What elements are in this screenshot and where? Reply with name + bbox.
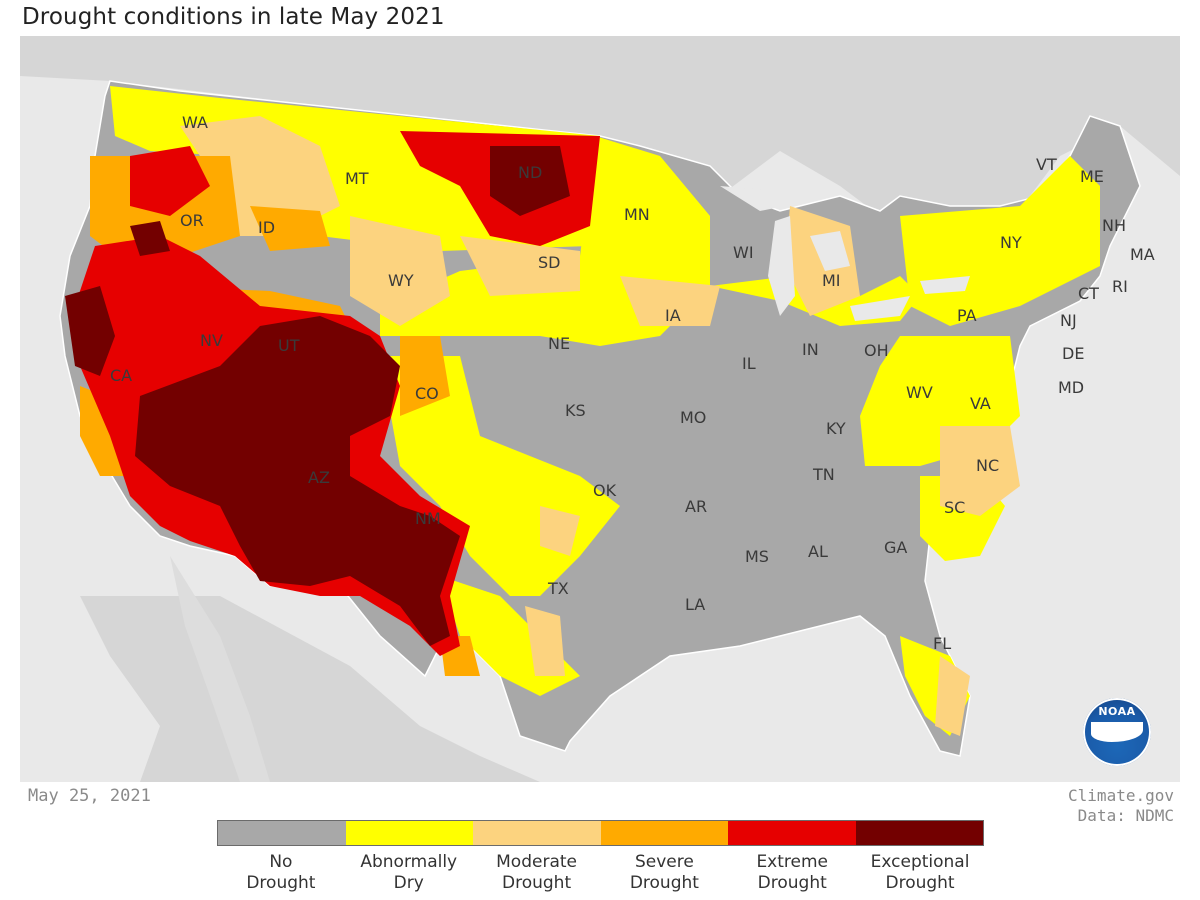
state-label-wi: WI xyxy=(733,243,754,262)
state-label-co: CO xyxy=(415,384,439,403)
baja-land xyxy=(170,556,270,782)
state-label-ut: UT xyxy=(278,336,300,355)
state-label-me: ME xyxy=(1080,167,1104,186)
legend-swatch xyxy=(345,821,473,845)
drought-legend-labels: No Drought Abnormally Dry Moderate Drought… xyxy=(217,852,984,894)
state-label-ca: CA xyxy=(110,366,132,385)
state-labels: WA OR CA ID NV MT WY UT AZ CO NM ND SD NE KS OK TX MN IA MO… xyxy=(110,113,1155,653)
state-label-fl: FL xyxy=(933,634,951,653)
state-label-ny: NY xyxy=(1000,233,1022,252)
state-label-mt: MT xyxy=(345,169,369,188)
exceptional-drought-areas xyxy=(65,146,570,646)
state-label-tx: TX xyxy=(547,579,569,598)
drought-map-svg: WA OR CA ID NV MT WY UT AZ CO NM ND SD NE KS OK TX MN IA MO… xyxy=(20,36,1180,782)
state-label-or: OR xyxy=(180,211,204,230)
state-label-la: LA xyxy=(685,595,705,614)
drought-legend-bar xyxy=(217,820,984,846)
state-label-ms: MS xyxy=(745,547,769,566)
state-label-pa: PA xyxy=(957,306,977,325)
map-date: May 25, 2021 xyxy=(28,786,151,806)
state-label-nc: NC xyxy=(976,456,999,475)
state-label-in: IN xyxy=(802,340,819,359)
state-label-ok: OK xyxy=(593,481,617,500)
map-title: Drought conditions in late May 2021 xyxy=(22,4,445,30)
state-label-ar: AR xyxy=(685,497,707,516)
credit-block: Climate.gov Data: NDMC xyxy=(1068,786,1174,826)
noaa-logo: NOAA xyxy=(1083,698,1151,766)
state-label-ct: CT xyxy=(1078,284,1099,303)
state-label-nm: NM xyxy=(415,509,441,528)
credit-source: Climate.gov xyxy=(1068,786,1174,805)
state-label-nd: ND xyxy=(518,163,542,182)
state-label-tn: TN xyxy=(812,465,835,484)
state-label-mi: MI xyxy=(822,271,841,290)
state-label-ky: KY xyxy=(826,419,846,438)
state-label-de: DE xyxy=(1062,344,1084,363)
state-label-ma: MA xyxy=(1130,245,1155,264)
legend-label: Severe Drought xyxy=(629,852,699,893)
state-label-nv: NV xyxy=(200,331,223,350)
legend-swatch xyxy=(600,821,728,845)
state-label-ga: GA xyxy=(884,538,907,557)
state-label-vt: VT xyxy=(1036,155,1057,174)
state-label-al: AL xyxy=(808,542,828,561)
state-label-ia: IA xyxy=(665,306,681,325)
state-label-wv: WV xyxy=(906,383,933,402)
state-label-mo: MO xyxy=(680,408,706,427)
great-lakes xyxy=(720,186,970,321)
state-label-sd: SD xyxy=(538,253,560,272)
legend-label: Exceptional Drought xyxy=(870,852,970,893)
legend-swatch xyxy=(855,821,983,845)
legend-label: Extreme Drought xyxy=(756,852,828,893)
state-label-oh: OH xyxy=(864,341,889,360)
legend-swatch xyxy=(218,821,346,845)
legend-label: Moderate Drought xyxy=(496,852,577,893)
state-label-wa: WA xyxy=(182,113,208,132)
state-label-nh: NH xyxy=(1102,216,1126,235)
state-label-il: IL xyxy=(742,354,756,373)
credit-data: Data: NDMC xyxy=(1077,806,1174,825)
legend-swatch xyxy=(473,821,601,845)
contiguous-us-outline xyxy=(59,80,1141,757)
state-label-va: VA xyxy=(970,394,991,413)
legend-label: Abnormally Dry xyxy=(360,852,458,893)
state-label-md: MD xyxy=(1058,378,1084,397)
state-label-ne: NE xyxy=(548,334,570,353)
state-label-sc: SC xyxy=(944,498,965,517)
state-label-ri: RI xyxy=(1112,277,1128,296)
state-label-id: ID xyxy=(258,218,275,237)
state-label-mn: MN xyxy=(624,205,650,224)
state-label-az: AZ xyxy=(308,468,330,487)
drought-map: WA OR CA ID NV MT WY UT AZ CO NM ND SD NE KS OK TX MN IA MO… xyxy=(20,36,1180,782)
state-label-nj: NJ xyxy=(1060,311,1077,330)
legend-swatch xyxy=(728,821,856,845)
legend-label: No Drought xyxy=(246,852,316,893)
state-label-ks: KS xyxy=(565,401,586,420)
state-label-wy: WY xyxy=(388,271,414,290)
noaa-logo-text: NOAA xyxy=(1098,705,1136,718)
